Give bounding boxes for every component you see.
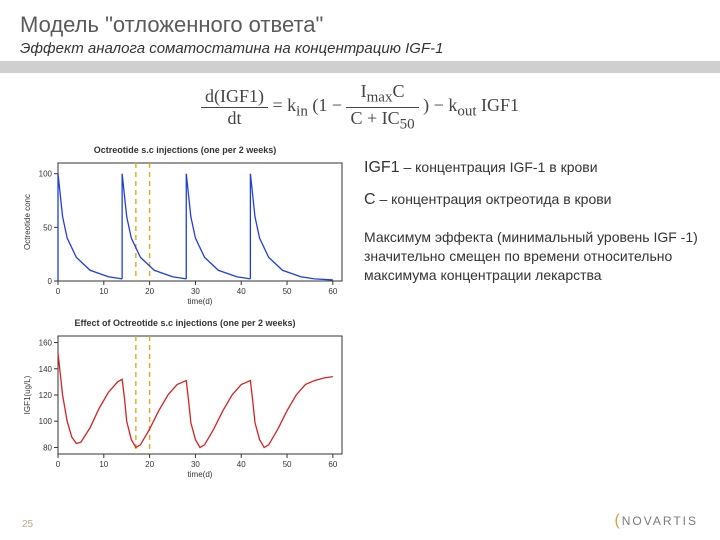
- svg-text:50: 50: [43, 224, 52, 233]
- svg-text:60: 60: [328, 460, 337, 469]
- eq-tail: IGF1: [481, 95, 519, 115]
- svg-text:20: 20: [145, 287, 154, 296]
- definition-text: – концентрация IGF-1 в крови: [400, 159, 598, 175]
- svg-text:Octreotide conc: Octreotide conc: [23, 194, 32, 250]
- svg-text:60: 60: [328, 287, 337, 296]
- definition-item: IGF1 – концентрация IGF-1 в крови: [364, 157, 700, 179]
- eq-frac2-num: ImaxC: [346, 81, 418, 108]
- definition-item: C – концентрация октреотида в крови: [364, 189, 700, 211]
- svg-text:160: 160: [39, 339, 53, 348]
- slide-title: Модель "отложенного ответа": [20, 12, 700, 38]
- svg-text:10: 10: [99, 287, 108, 296]
- svg-text:20: 20: [145, 460, 154, 469]
- chart1-svg: 0 10 20 30 40 50 60 0 50 100 time(d) Octreotide con…: [20, 157, 350, 307]
- chart2-title: Effect of Octreotide s.c injections (one…: [20, 318, 350, 328]
- divider-band: [0, 61, 720, 73]
- eq-eq: =: [273, 95, 288, 115]
- chart1-title: Octreotide s.c injections (one per 2 wee…: [20, 145, 350, 155]
- equation: d(IGF1) dt = kin (1 − ImaxC C + IC50 ) −…: [20, 81, 700, 133]
- eq-lhs-den: dt: [201, 108, 268, 129]
- definition-text: – концентрация октреотида в крови: [376, 191, 612, 207]
- eq-kout: kout: [448, 95, 476, 115]
- eq-kin: kin: [287, 95, 308, 115]
- paragraph: Максимум эффекта (минимальный уровень IG…: [364, 228, 700, 285]
- svg-text:30: 30: [191, 460, 200, 469]
- svg-text:10: 10: [99, 460, 108, 469]
- chart-igf1: Effect of Octreotide s.c injections (one…: [20, 318, 350, 485]
- novartis-text: NOVARTIS: [622, 514, 698, 528]
- svg-text:0: 0: [56, 287, 61, 296]
- svg-text:time(d): time(d): [188, 297, 213, 306]
- novartis-icon: (: [614, 512, 617, 530]
- svg-text:100: 100: [39, 170, 53, 179]
- definition-symbol: IGF1: [364, 159, 400, 176]
- eq-frac2-den: C + IC50: [346, 108, 418, 134]
- svg-text:IGF1(ug/L): IGF1(ug/L): [23, 376, 32, 415]
- svg-text:80: 80: [43, 444, 52, 453]
- svg-text:0: 0: [48, 277, 53, 286]
- svg-text:30: 30: [191, 287, 200, 296]
- slide-subtitle: Эффект аналога соматостатина на концентр…: [20, 40, 700, 57]
- svg-text:40: 40: [237, 287, 246, 296]
- novartis-logo: ( NOVARTIS: [614, 512, 698, 530]
- svg-text:140: 140: [39, 365, 53, 374]
- chart2-svg: 0 10 20 30 40 50 60 80 100 120 140 160 time(d) IGF1(u…: [20, 330, 350, 480]
- svg-text:time(d): time(d): [188, 470, 213, 479]
- slide-number: 25: [22, 519, 33, 530]
- definitions-block: IGF1 – концентрация IGF-1 в крови C – кон…: [364, 157, 700, 210]
- svg-text:0: 0: [56, 460, 61, 469]
- svg-text:100: 100: [39, 417, 53, 426]
- svg-text:40: 40: [237, 460, 246, 469]
- chart-octreotide: Octreotide s.c injections (one per 2 wee…: [20, 145, 350, 312]
- eq-open: (1 −: [312, 95, 346, 115]
- definition-symbol: C: [364, 191, 376, 208]
- svg-text:50: 50: [283, 460, 292, 469]
- eq-lhs-num: d(IGF1): [201, 86, 268, 108]
- eq-close: ) −: [423, 95, 448, 115]
- svg-text:50: 50: [283, 287, 292, 296]
- svg-text:120: 120: [39, 391, 53, 400]
